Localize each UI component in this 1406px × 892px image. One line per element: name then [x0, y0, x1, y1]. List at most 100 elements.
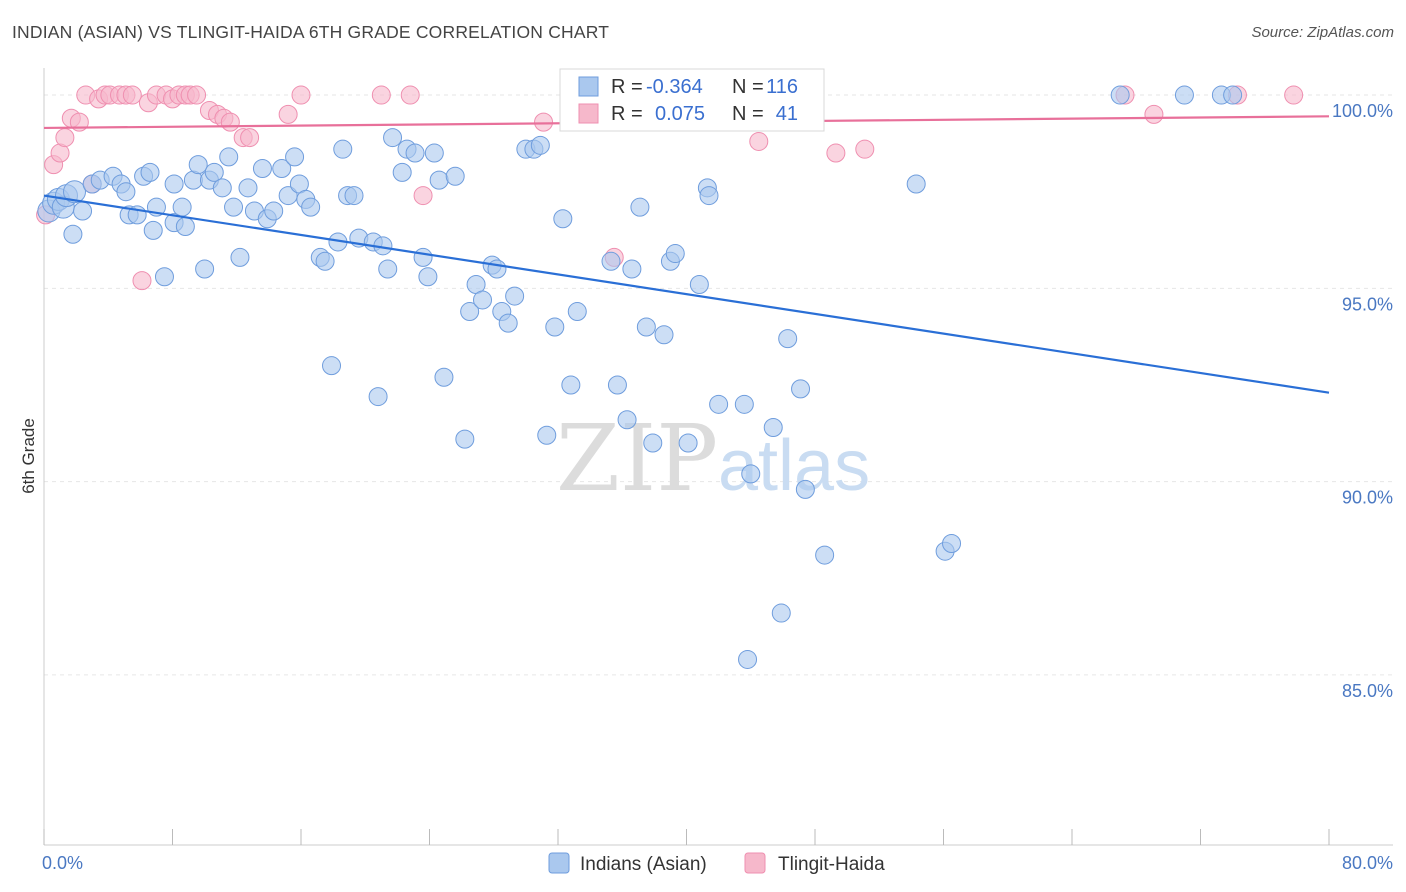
- data-point-indians-asian: [738, 649, 758, 669]
- data-point-indians-asian: [63, 224, 83, 244]
- data-point-indians-asian: [1110, 85, 1130, 105]
- data-point-indians-asian: [392, 162, 412, 182]
- data-point-indians-asian: [545, 317, 565, 337]
- data-point-indians-asian: [636, 317, 656, 337]
- data-point-tlingit-haida: [413, 186, 433, 206]
- data-point-tlingit-haida: [278, 104, 298, 124]
- data-point-indians-asian: [689, 274, 709, 294]
- data-point-tlingit-haida: [220, 112, 240, 132]
- data-point-indians-asian: [285, 147, 305, 167]
- data-point-indians-asian: [487, 259, 507, 279]
- data-point-indians-asian: [378, 259, 398, 279]
- trend-line-indians-asian: [43, 194, 1330, 394]
- data-point-indians-asian: [344, 186, 364, 206]
- data-point-indians-asian: [413, 247, 433, 267]
- legend-n-label-1: N =: [732, 76, 764, 98]
- data-point-indians-asian: [188, 155, 208, 175]
- data-point-tlingit-haida: [855, 139, 875, 159]
- legend-n-value-1: 116: [766, 76, 798, 98]
- data-point-indians-asian: [561, 375, 581, 395]
- data-point-tlingit-haida: [55, 128, 75, 148]
- legend-r-value-1: -0.364: [646, 76, 703, 98]
- y-tick-label: 90.0%: [1342, 488, 1393, 508]
- bottom-legend: Indians (Asian) Tlingit-Haida: [548, 852, 885, 875]
- data-point-indians-asian: [224, 197, 244, 217]
- data-point-indians-asian: [272, 159, 292, 179]
- data-point-indians-asian: [763, 418, 783, 438]
- data-point-indians-asian: [333, 139, 353, 159]
- data-point-indians-asian: [630, 197, 650, 217]
- data-point-indians-asian: [530, 135, 550, 155]
- data-point-indians-asian: [322, 356, 342, 376]
- data-point-tlingit-haida: [240, 128, 260, 148]
- data-point-indians-asian: [315, 251, 335, 271]
- y-tick-label: 85.0%: [1342, 681, 1393, 701]
- data-point-indians-asian: [405, 143, 425, 163]
- source-label: Source: ZipAtlas.com: [1251, 24, 1394, 41]
- data-point-indians-asian: [219, 147, 239, 167]
- data-point-indians-asian: [734, 394, 754, 414]
- data-point-indians-asian: [252, 159, 272, 179]
- data-point-indians-asian: [665, 244, 685, 264]
- data-point-indians-asian: [212, 178, 232, 198]
- data-point-indians-asian: [505, 286, 525, 306]
- data-point-indians-asian: [301, 197, 321, 217]
- chart-title: INDIAN (ASIAN) VS TLINGIT-HAIDA 6TH GRAD…: [12, 22, 610, 42]
- legend-swatch-blue: [578, 76, 599, 97]
- data-point-indians-asian: [601, 251, 621, 271]
- data-point-indians-asian: [815, 545, 835, 565]
- data-point-indians-asian: [143, 220, 163, 240]
- data-point-indians-asian: [498, 313, 518, 333]
- watermark-zip: ZIP: [556, 405, 718, 512]
- data-point-indians-asian: [1223, 85, 1243, 105]
- data-point-tlingit-haida: [534, 112, 554, 132]
- data-point-tlingit-haida: [291, 85, 311, 105]
- data-point-indians-asian: [230, 247, 250, 267]
- y-tick-label: 100.0%: [1332, 101, 1393, 121]
- data-point-indians-asian: [238, 178, 258, 198]
- data-point-indians-asian: [473, 290, 493, 310]
- data-point-indians-asian: [537, 425, 557, 445]
- data-point-indians-asian: [172, 197, 192, 217]
- stats-legend-box: [559, 68, 825, 132]
- data-point-indians-asian: [164, 174, 184, 194]
- data-point-indians-asian: [140, 162, 160, 182]
- data-point-indians-asian: [116, 182, 136, 202]
- bottom-legend-label-indians: Indians (Asian): [580, 854, 707, 875]
- data-point-indians-asian: [553, 209, 573, 229]
- data-point-indians-asian: [654, 325, 674, 345]
- data-point-indians-asian: [429, 170, 449, 190]
- data-point-indians-asian: [942, 533, 962, 553]
- data-point-tlingit-haida: [1144, 104, 1164, 124]
- data-point-indians-asian: [791, 379, 811, 399]
- data-point-indians-asian: [906, 174, 926, 194]
- y-axis-label: 6th Grade: [19, 418, 38, 494]
- stats-legend: R = -0.364 N = 116 R = 0.075 N = 41: [559, 68, 825, 132]
- x-tick-label-max: 80.0%: [1342, 853, 1393, 873]
- data-point-tlingit-haida: [826, 143, 846, 163]
- data-point-indians-asian: [622, 259, 642, 279]
- data-point-indians-asian: [154, 267, 174, 287]
- data-point-indians-asian: [771, 603, 791, 623]
- data-point-tlingit-haida: [132, 271, 152, 291]
- legend-r-label-1: R =: [611, 76, 643, 98]
- data-point-indians-asian: [195, 259, 215, 279]
- watermark-atlas: atlas: [718, 426, 870, 506]
- data-point-indians-asian: [383, 128, 403, 148]
- data-point-indians-asian: [424, 143, 444, 163]
- data-point-indians-asian: [63, 180, 87, 204]
- legend-swatch-pink: [578, 103, 599, 124]
- data-point-indians-asian: [434, 367, 454, 387]
- legend-n-label-2: N =: [732, 103, 764, 125]
- data-point-tlingit-haida: [400, 85, 420, 105]
- bottom-legend-swatch-pink: [744, 852, 766, 874]
- data-point-indians-asian: [699, 186, 719, 206]
- data-point-indians-asian: [678, 433, 698, 453]
- bottom-legend-label-tlingit: Tlingit-Haida: [778, 854, 885, 875]
- data-point-indians-asian: [709, 394, 729, 414]
- data-point-indians-asian: [73, 201, 93, 221]
- data-point-indians-asian: [795, 479, 815, 499]
- data-point-tlingit-haida: [187, 85, 207, 105]
- data-point-indians-asian: [455, 429, 475, 449]
